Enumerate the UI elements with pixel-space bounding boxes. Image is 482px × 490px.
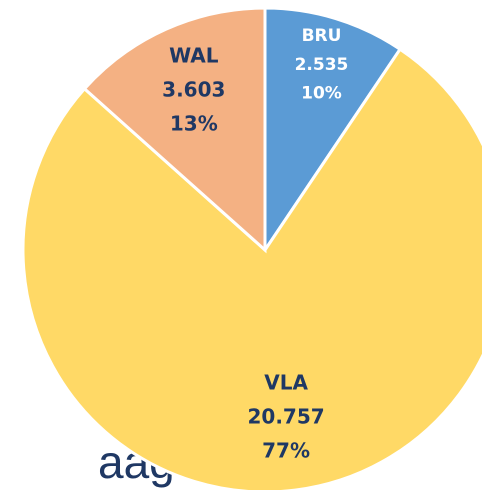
slice-category-label: BRU (302, 26, 342, 46)
pie-slice (82, 6, 267, 254)
pie-slice (21, 47, 482, 490)
slice-percent-label: 13% (170, 111, 218, 135)
slice-value-label: 3.603 (162, 77, 225, 101)
slice-category-label: VLA (264, 371, 308, 395)
slice-value-label: 20.757 (247, 405, 324, 429)
slice-percent-label: 10% (301, 84, 342, 104)
slice-value-label: 2.535 (295, 55, 349, 75)
slice-percent-label: 77% (262, 439, 310, 463)
pie-slice (263, 6, 403, 255)
slice-category-label: WAL (169, 43, 219, 67)
